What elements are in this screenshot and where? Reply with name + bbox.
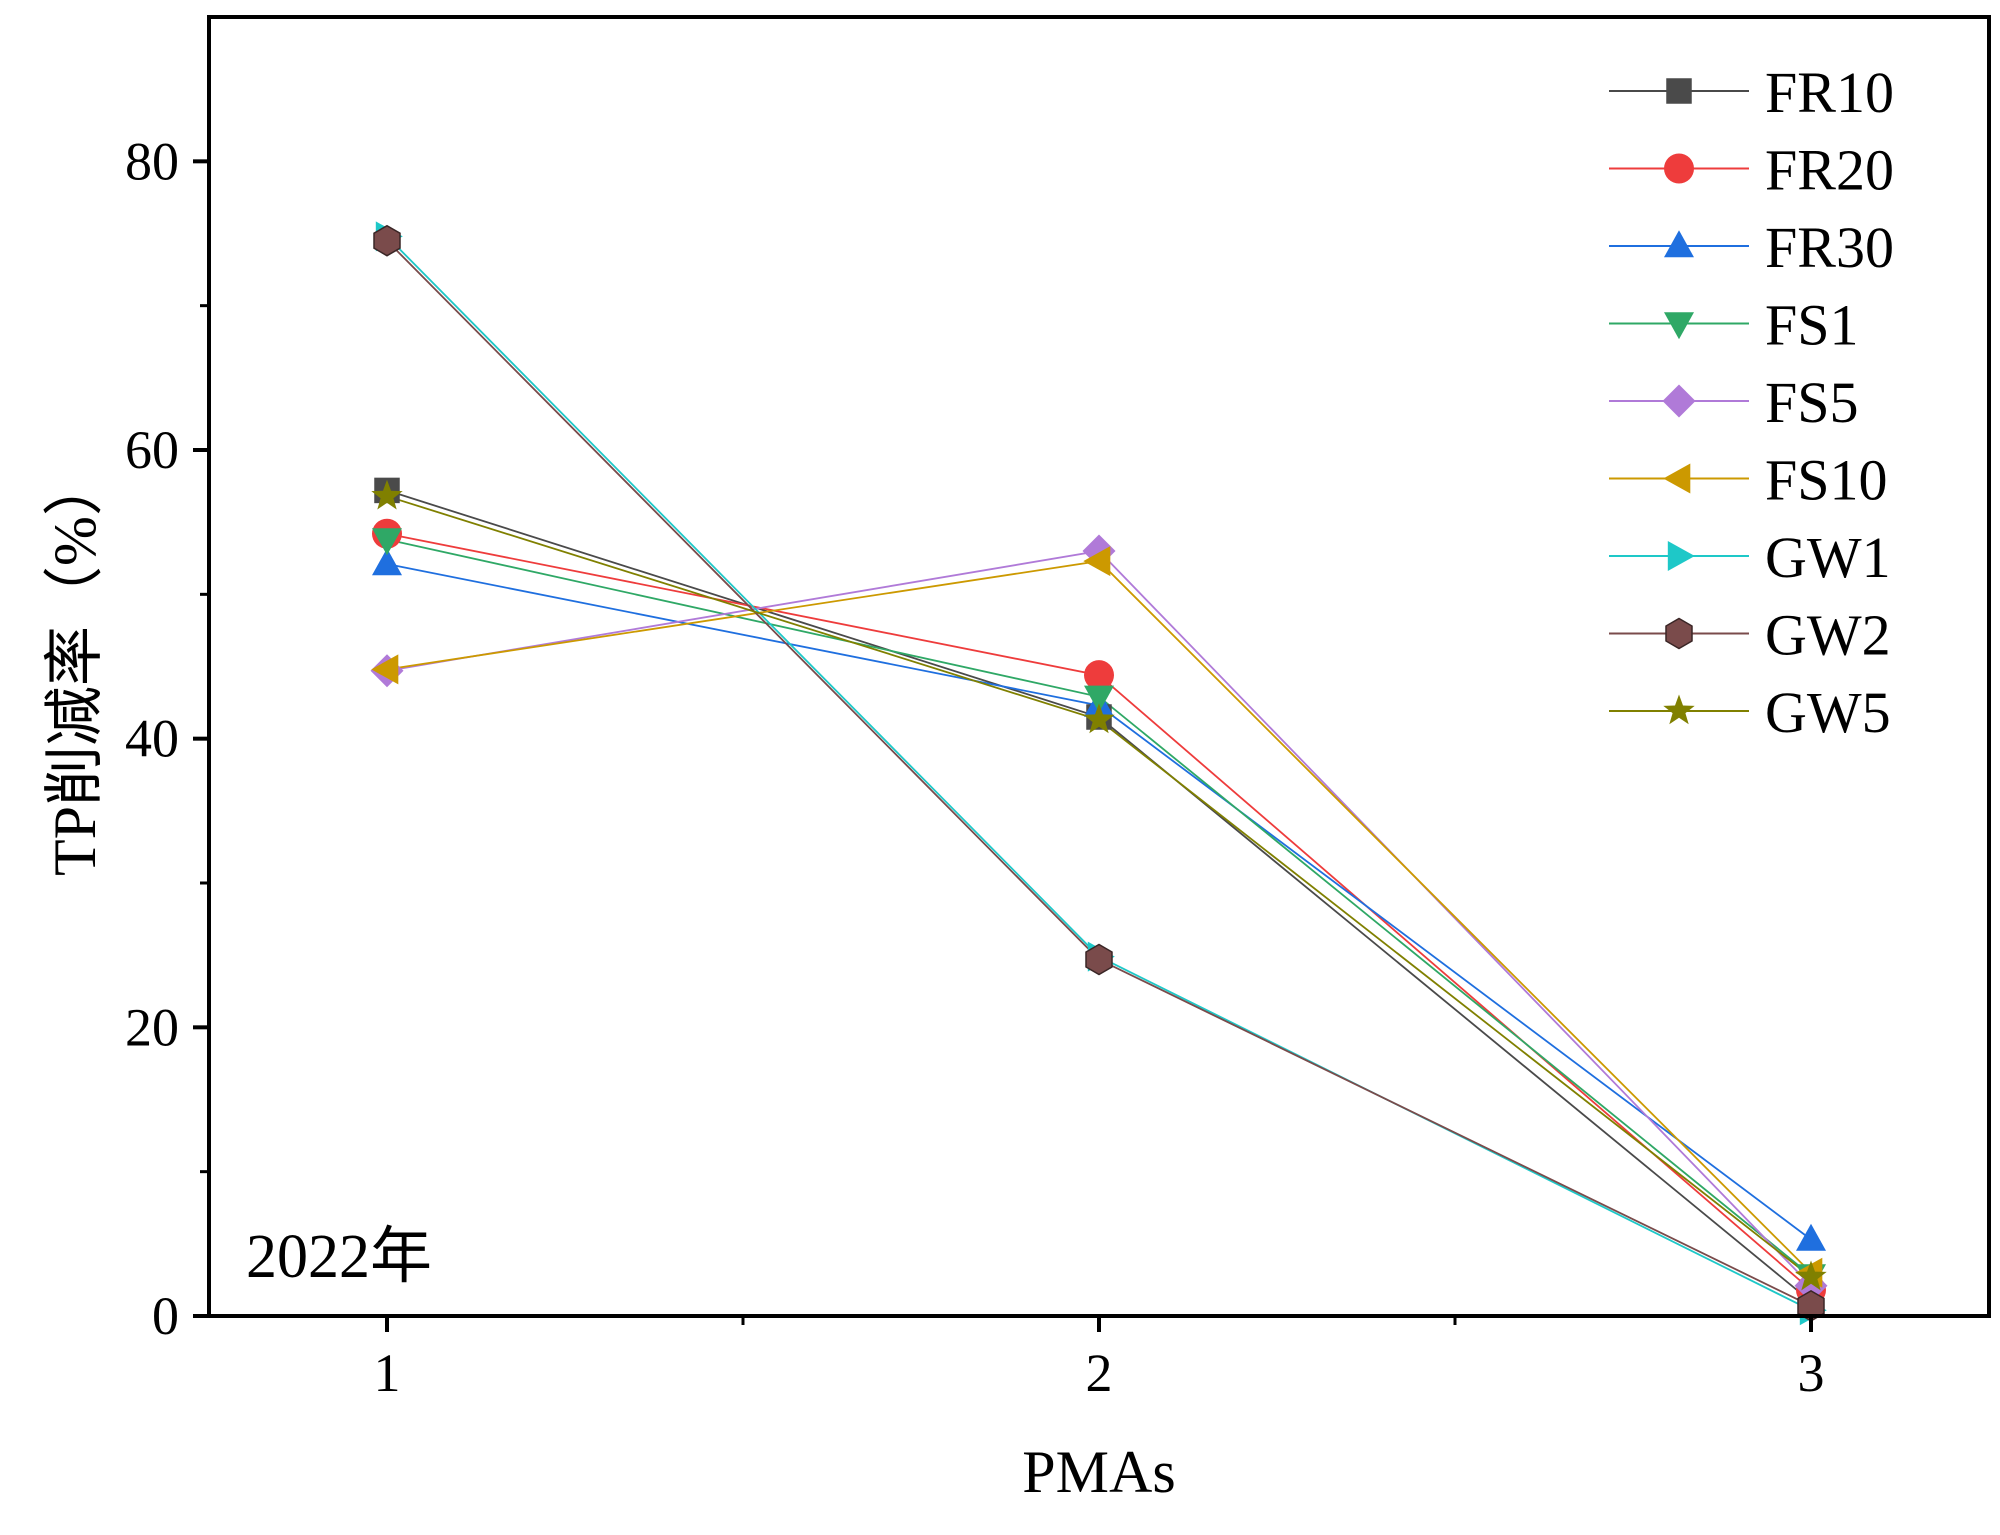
data-point-fr20-2: [1084, 660, 1114, 691]
legend-label-fr20: FR20: [1765, 138, 1894, 203]
legend-marker-gw2: [1665, 617, 1693, 650]
x-tick-label-3: 3: [1798, 1343, 1825, 1403]
axis-layer: 0 20 40 60 80 1 2 3: [125, 131, 1825, 1403]
data-point-gw2-1: [373, 224, 401, 257]
legend-label-gw5: GW5: [1765, 680, 1891, 745]
data-point-fs10-1: [371, 654, 399, 685]
legend-label-fs5: FS5: [1765, 370, 1859, 435]
legend-marker-gw1: [1667, 541, 1695, 571]
legend-label-fs10: FS10: [1765, 448, 1888, 513]
data-point-gw2-2: [1085, 943, 1113, 976]
series-line-fr10: [386, 489, 1812, 1303]
data-point-gw5-2: [1083, 703, 1115, 734]
legend: FR10 FR20 FR30 FS1 FS5 FS10 GW1 GW2 GW5: [1609, 60, 1894, 745]
legend-label-fr30: FR30: [1765, 215, 1894, 280]
legend-label-fs1: FS1: [1765, 293, 1859, 358]
legend-marker-fs1: [1664, 312, 1694, 340]
legend-marker-fs10: [1663, 463, 1691, 494]
series-line-gw2: [386, 240, 1812, 1307]
y-tick-label-0: 0: [152, 1286, 179, 1346]
legend-label-gw1: GW1: [1765, 525, 1891, 590]
data-point-fs1-1: [372, 528, 402, 556]
series-line-fs1: [386, 538, 1812, 1277]
y-tick-label-40: 40: [125, 709, 179, 769]
series-layer: [370, 221, 1828, 1326]
x-axis-title: PMAs: [1022, 1439, 1175, 1505]
data-point-gw5-3: [1795, 1260, 1827, 1291]
data-point-fr30-1: [372, 548, 402, 576]
data-point-fr30-3: [1796, 1223, 1826, 1251]
series-line-gw1: [386, 235, 1812, 1312]
series-line-fr20: [386, 532, 1812, 1291]
year-annotation: 2022年: [246, 1223, 432, 1291]
series-markers: [370, 221, 1828, 1326]
series-line-gw5: [386, 495, 1812, 1278]
x-tick-label-1: 1: [374, 1343, 401, 1403]
series-lines: [386, 235, 1812, 1312]
y-tick-label-20: 20: [125, 997, 179, 1057]
legend-marker-fs5: [1662, 384, 1696, 418]
y-tick-label-80: 80: [125, 131, 179, 191]
legend-marker-gw5: [1663, 694, 1695, 725]
data-point-fs1-2: [1084, 685, 1114, 713]
legend-label-gw2: GW2: [1765, 603, 1891, 668]
legend-marker-fr10: [1666, 78, 1692, 104]
y-tick-label-60: 60: [125, 420, 179, 480]
legend-marker-fr30: [1664, 230, 1694, 258]
data-point-fs10-2: [1083, 546, 1111, 577]
y-axis-title: TP削减率（%）: [42, 456, 108, 876]
legend-marker-fr20: [1664, 153, 1694, 184]
legend-label-fr10: FR10: [1765, 60, 1894, 125]
data-point-gw5-1: [371, 479, 403, 510]
x-tick-label-2: 2: [1086, 1343, 1113, 1403]
